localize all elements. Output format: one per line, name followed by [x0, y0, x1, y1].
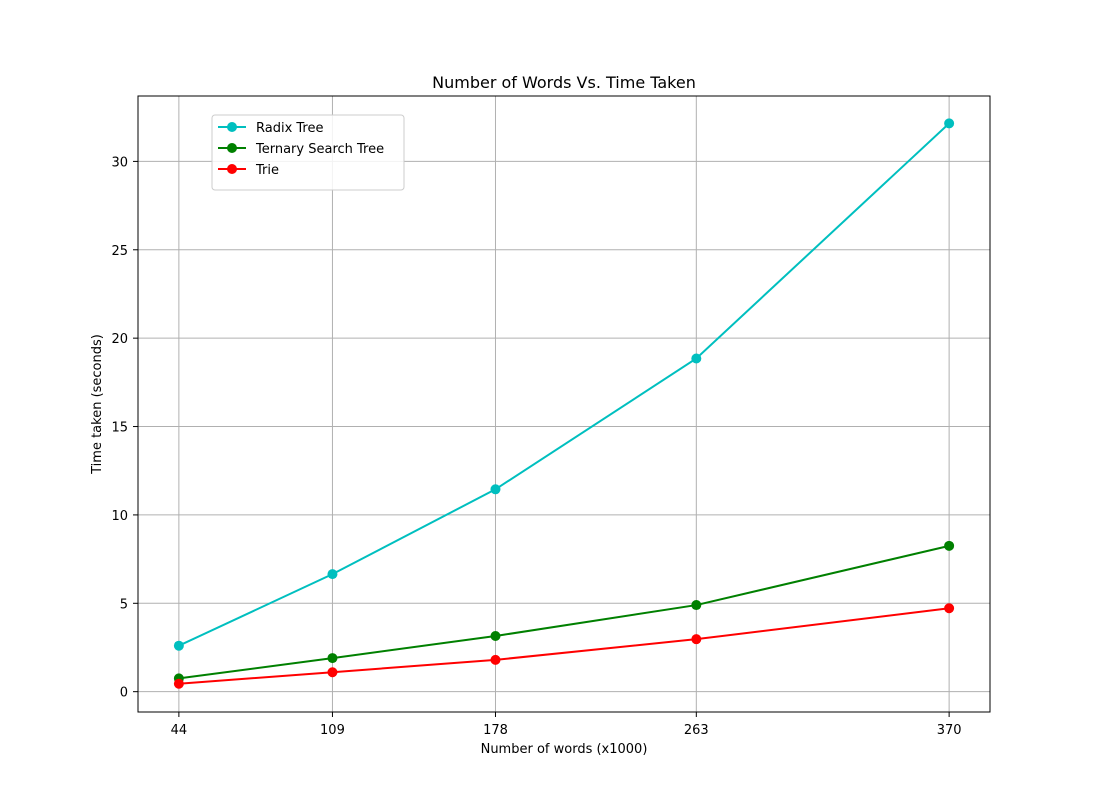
x-tick-label: 109: [320, 723, 345, 738]
legend-marker-trie: [227, 164, 237, 174]
data-point-trie: [327, 667, 338, 678]
x-axis-label: Number of words (x1000): [481, 742, 648, 757]
data-point-trie: [944, 603, 955, 614]
data-point-ternary-search-tree: [327, 653, 338, 664]
legend-marker-ternary-search-tree: [227, 143, 237, 153]
data-point-trie: [173, 678, 184, 689]
tick-layer: 44 109 178 263 370 0 5 10 15 20 25 30: [111, 155, 961, 738]
data-point-radix-tree: [173, 640, 184, 651]
data-point-ternary-search-tree: [691, 600, 702, 611]
x-tick-label: 178: [483, 723, 508, 738]
data-point-radix-tree: [490, 484, 501, 495]
data-point-trie: [691, 634, 702, 645]
data-point-trie: [490, 654, 501, 665]
y-tick-label: 0: [120, 686, 128, 701]
data-point-radix-tree: [327, 569, 338, 580]
series-line-ternary-search-tree: [178, 544, 950, 680]
series-layer: [173, 118, 955, 689]
data-point-ternary-search-tree: [490, 630, 501, 641]
legend: Radix Tree Ternary Search Tree Trie: [211, 114, 405, 191]
y-tick-label: 15: [111, 421, 128, 436]
series-line-radix-tree: [178, 122, 950, 647]
plot-frame: [137, 95, 991, 713]
x-tick-label: 44: [171, 723, 188, 738]
chart-title: Number of Words Vs. Time Taken: [432, 73, 696, 92]
y-tick-label: 20: [111, 332, 128, 347]
legend-marker-radix-tree: [227, 122, 237, 132]
x-tick-label: 263: [684, 723, 709, 738]
data-point-radix-tree: [691, 353, 702, 364]
legend-label-trie: Trie: [255, 163, 279, 178]
y-tick-label: 5: [120, 597, 128, 612]
legend-label-ternary-search-tree: Ternary Search Tree: [255, 142, 384, 157]
y-tick-label: 25: [111, 244, 128, 259]
legend-label-radix-tree: Radix Tree: [256, 121, 324, 136]
series-line-trie: [178, 607, 950, 685]
y-tick-label: 30: [111, 155, 128, 170]
legend-box: [211, 114, 405, 191]
data-point-ternary-search-tree: [944, 540, 955, 551]
y-tick-label: 10: [111, 509, 128, 524]
data-point-radix-tree: [944, 118, 955, 129]
x-tick-label: 370: [937, 723, 962, 738]
y-axis-label: Time taken (seconds): [90, 334, 105, 475]
